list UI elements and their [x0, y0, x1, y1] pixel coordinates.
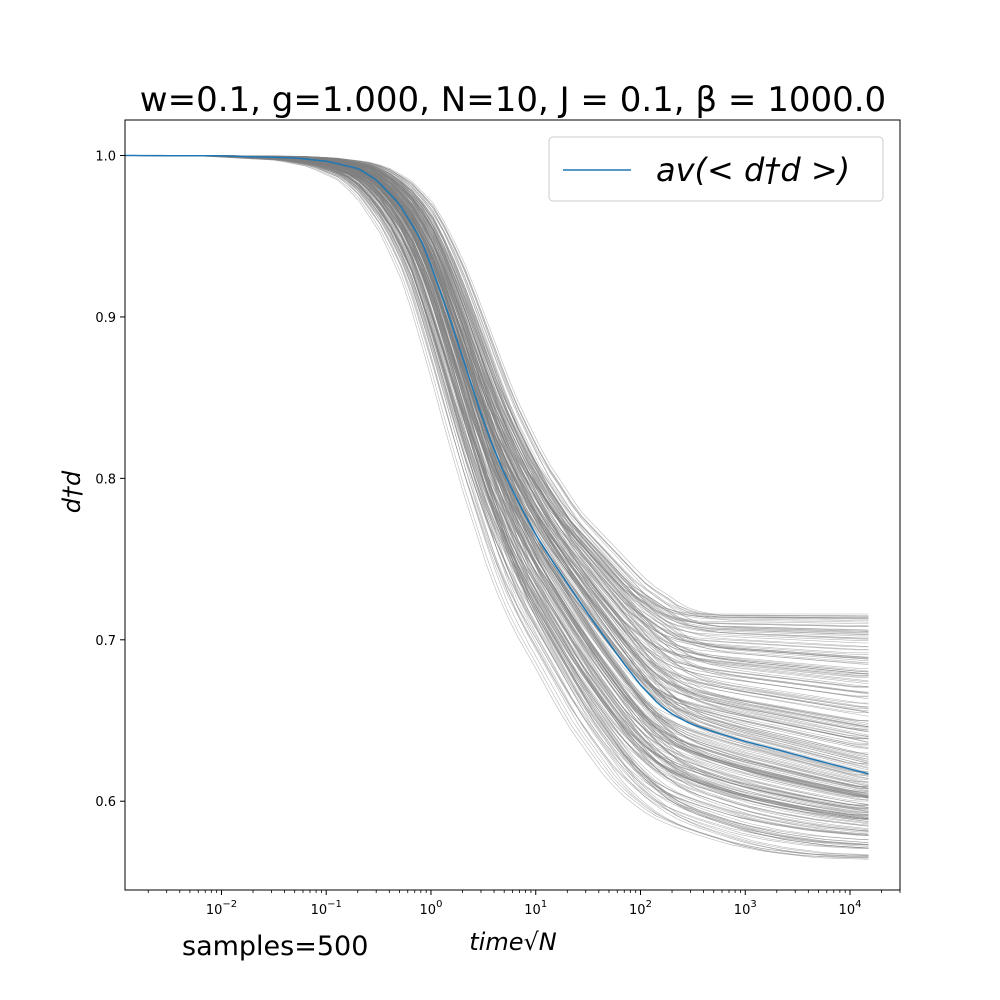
y-tick-label: 1.0 — [95, 150, 116, 165]
y-tick-label: 0.9 — [95, 311, 116, 326]
x-axis: 10−2 10−1 100 101 102 103 104 — [147, 890, 901, 918]
average-series — [125, 154, 869, 775]
x-tick-label: 103 — [734, 899, 757, 918]
y-axis-label: d†d — [58, 470, 86, 513]
x-tick-label: 10−2 — [206, 899, 237, 918]
y-axis: 0.6 0.7 0.8 0.9 1.0 — [95, 150, 125, 810]
x-tick-label: 102 — [629, 899, 652, 918]
x-tick-label: 10−1 — [311, 899, 342, 918]
samples-annotation: samples=500 — [182, 931, 368, 962]
y-tick-label: 0.7 — [95, 634, 116, 649]
sample-curve — [124, 155, 869, 857]
legend-box — [548, 136, 884, 202]
y-tick-label: 0.8 — [95, 472, 116, 487]
plot-area — [124, 119, 901, 891]
y-axis-label-group: d†d — [58, 470, 86, 513]
average-line — [125, 154, 869, 775]
legend-label: av(< d†d >) — [656, 151, 850, 189]
x-axis-label: time√N — [469, 928, 557, 956]
x-tick-label: 104 — [839, 899, 862, 918]
x-tick-label: 101 — [524, 899, 547, 918]
chart-title: w=0.1, g=1.000, N=10, J = 0.1, β = 1000.… — [140, 80, 886, 120]
y-tick-label: 0.6 — [95, 795, 116, 810]
legend: av(< d†d >) — [548, 136, 884, 202]
x-tick-label: 100 — [420, 899, 443, 918]
